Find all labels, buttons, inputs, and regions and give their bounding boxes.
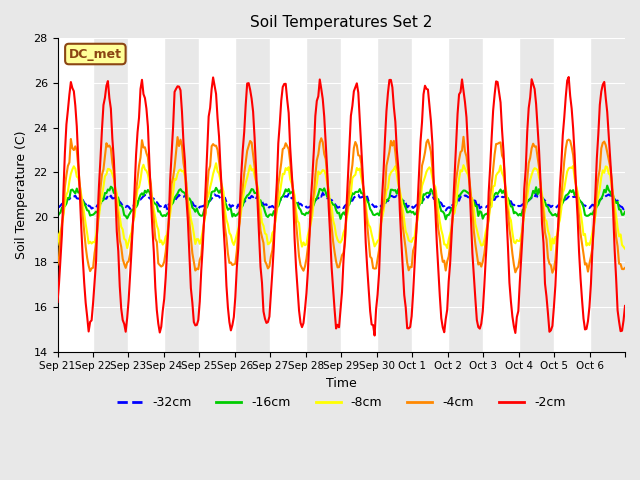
Bar (554, 38, 589, 351)
Bar (58, 38, 93, 351)
Bar (483, 38, 518, 351)
Bar (129, 38, 164, 351)
Y-axis label: Soil Temperature (C): Soil Temperature (C) (15, 131, 28, 259)
Bar (270, 38, 306, 351)
Text: DC_met: DC_met (69, 48, 122, 60)
Legend: -32cm, -16cm, -8cm, -4cm, -2cm: -32cm, -16cm, -8cm, -4cm, -2cm (112, 391, 570, 414)
X-axis label: Time: Time (326, 377, 356, 390)
Bar (412, 38, 447, 351)
Bar (341, 38, 377, 351)
Title: Soil Temperatures Set 2: Soil Temperatures Set 2 (250, 15, 433, 30)
Bar (200, 38, 235, 351)
